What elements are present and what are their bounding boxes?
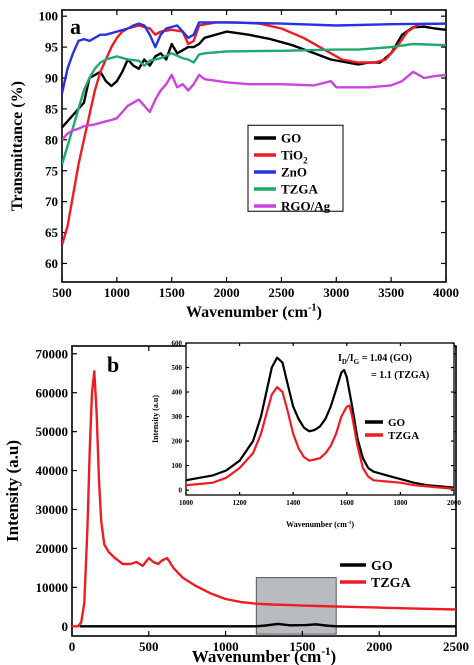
x-tick-label: 1600 (340, 499, 355, 507)
y-tick-label: 0 (62, 619, 69, 634)
x-tick-label: 2000 (214, 285, 240, 300)
series-line-go (186, 356, 454, 489)
x-tick-label: 1200 (233, 499, 248, 507)
y-tick-label: 100 (39, 9, 59, 24)
legend-label: GO (388, 417, 406, 429)
inset-x-axis-title: Wavenumber (cm-1) (286, 520, 354, 529)
inset-ratio-annotation: ID/IG = 1.04 (GO) = 1.1 (TZGA) (338, 353, 429, 381)
panel-a-x-axis-title: Wavenumber (cm-1) (186, 303, 322, 321)
y-tick-label: 70 (45, 194, 58, 209)
y-tick-label: 90 (45, 71, 58, 86)
x-tick-label: 3000 (323, 285, 349, 300)
panel-b-x-axis-title: Wavenumber (cm-1) (192, 646, 336, 665)
panel-a-plot: 500 1000 1500 2000 2500 3000 3500 4000 60 65 70 75 8… (9, 9, 459, 321)
x-tick-label: 3500 (378, 285, 404, 300)
y-tick-label: 100 (172, 462, 183, 470)
panel-a-letter: a (70, 14, 81, 39)
y-tick-label: 65 (45, 225, 59, 240)
x-tick-label: 1800 (393, 499, 408, 507)
legend-label: ZnO (281, 165, 307, 180)
y-tick-label: 20000 (36, 541, 69, 556)
ratio-line-1: ID/IG = 1.04 (GO) (338, 353, 412, 366)
series-line-rgo-ag (62, 70, 446, 141)
y-tick-label: 70000 (36, 346, 69, 361)
y-tick-label: 200 (172, 438, 183, 446)
panel-b-y-axis-title: Intensity (a.u) (3, 440, 22, 542)
legend-label: TZGA (371, 576, 412, 591)
legend-label: RGO/Ag (281, 199, 331, 214)
y-tick-label: 60 (45, 256, 58, 271)
x-tick-label: 2500 (443, 639, 469, 654)
series-line-go (79, 622, 456, 628)
legend-label: GO (371, 559, 393, 574)
inset-frame (185, 342, 455, 496)
y-tick-label: 75 (45, 163, 59, 178)
panel-b-letter: b (107, 352, 119, 377)
x-tick-label: 1500 (159, 285, 185, 300)
ratio-line-2: = 1.1 (TZGA) (371, 370, 429, 381)
inset-y-axis-title: Intensity (a.u) (151, 395, 160, 443)
panel-a-y-axis-title: Transmittance (%) (9, 81, 26, 211)
x-tick-label: 1400 (286, 499, 301, 507)
legend-label: TZGA (281, 182, 318, 197)
x-tick-label: 2000 (366, 639, 392, 654)
legend: GO TZGA (340, 559, 412, 591)
y-tick-label: 300 (172, 413, 183, 421)
series-line-tzga (186, 386, 454, 490)
x-tick-label: 0 (69, 639, 76, 654)
y-tick-label: 500 (172, 364, 183, 372)
y-tick-label: 80 (45, 132, 58, 147)
y-tick-label: 60000 (36, 385, 69, 400)
series-line-tzga (62, 42, 446, 165)
x-tick-label: 2000 (447, 499, 462, 507)
y-tick-label: 50000 (36, 424, 69, 439)
y-tick-label: 0 (179, 487, 183, 495)
y-tick-label: 95 (45, 40, 59, 55)
y-tick-label: 30000 (36, 502, 69, 517)
legend-label: GO (281, 131, 301, 146)
y-tick-label: 10000 (36, 580, 69, 595)
y-tick-label: 85 (45, 101, 59, 116)
x-tick-label: 500 (52, 285, 72, 300)
x-tick-label: 1000 (213, 639, 239, 654)
x-tick-label: 1000 (179, 499, 194, 507)
x-tick-label: 1500 (289, 639, 315, 654)
y-tick-label: 40000 (36, 463, 69, 478)
series-line-zno (62, 21, 446, 94)
x-tick-label: 2500 (268, 285, 294, 300)
y-tick-label: 400 (172, 388, 183, 396)
legend-label: TZGA (388, 430, 419, 442)
x-tick-label: 1000 (104, 285, 130, 300)
series-line-tio2 (62, 21, 446, 246)
inset-plot: 1000 1200 1400 1600 1800 2000 0 100 200 300 400 500… (151, 339, 462, 529)
series-line-tzga (72, 370, 456, 628)
x-tick-label: 500 (139, 639, 159, 654)
legend-label: TiO2 (281, 148, 308, 166)
y-tick-label: 600 (172, 339, 183, 347)
x-tick-label: 4000 (433, 285, 459, 300)
